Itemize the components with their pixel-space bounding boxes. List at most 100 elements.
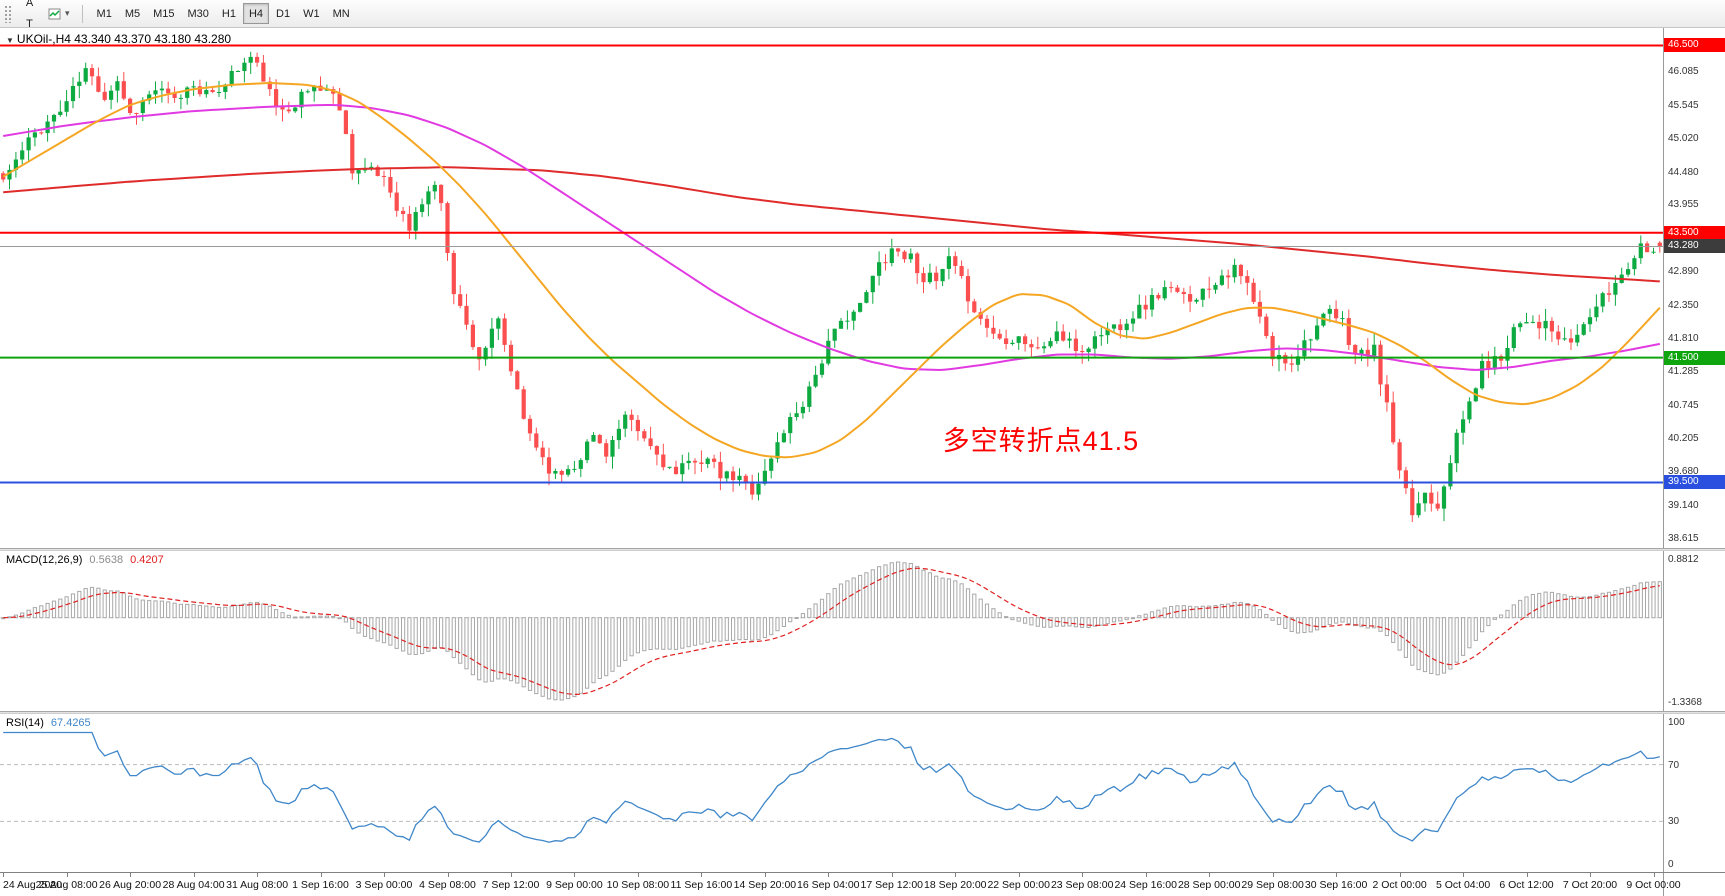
timeframe-button-h1[interactable]: H1 xyxy=(216,3,242,24)
time-axis-tick xyxy=(66,873,68,877)
time-axis-label: 17 Sep 12:00 xyxy=(860,879,924,891)
macd-plot[interactable] xyxy=(0,551,1663,711)
rsi-axis-label: 100 xyxy=(1668,717,1685,728)
ma-fast-line xyxy=(2,82,1661,459)
macd-signal-value: 0.4207 xyxy=(130,554,164,566)
main-chart-plot[interactable] xyxy=(0,28,1663,548)
price-tick-label: 45.020 xyxy=(1668,132,1699,144)
time-axis-label: 30 Sep 16:00 xyxy=(1304,879,1368,891)
rsi-panel[interactable]: RSI(14) 67.4265 100 70 30 0 xyxy=(0,714,1725,872)
rsi-line xyxy=(3,731,1660,843)
time-axis-tick xyxy=(511,873,512,877)
time-axis-tick xyxy=(1272,873,1274,877)
time-axis-tick xyxy=(384,873,385,877)
toolbar-separator xyxy=(81,4,83,23)
time-axis-tick xyxy=(130,873,132,877)
time-axis-label: 26 Aug 20:00 xyxy=(99,879,162,891)
timeframe-button-w1[interactable]: W1 xyxy=(297,3,326,24)
text-tool-button[interactable]: T xyxy=(17,14,42,35)
time-axis-label: 24 Sep 16:00 xyxy=(1114,879,1177,891)
macd-axis-max-label: 0.8812 xyxy=(1668,554,1699,565)
time-axis-label: 2 Oct 00:00 xyxy=(1372,879,1427,891)
time-axis-label: 28 Sep 00:00 xyxy=(1177,879,1241,891)
rsi-header: RSI(14) 67.4265 xyxy=(6,717,91,729)
price-tick-label: 40.205 xyxy=(1668,433,1699,445)
price-level-badge: 43.500 xyxy=(1664,225,1725,240)
time-axis-label: 22 Sep 00:00 xyxy=(987,879,1050,891)
time-axis-label: 11 Sep 16:00 xyxy=(670,879,733,891)
chart-objects-button[interactable]: ▾ xyxy=(44,3,74,24)
time-axis-label: 5 Oct 04:00 xyxy=(1435,879,1491,891)
ma-slow-line xyxy=(3,166,1660,283)
price-tick-label: 40.745 xyxy=(1668,399,1699,411)
price-tick-label: 41.810 xyxy=(1668,333,1699,345)
time-axis-tick xyxy=(764,873,766,877)
time-axis-label: 4 Sep 08:00 xyxy=(419,879,476,891)
toolbar-drag-handle[interactable] xyxy=(4,4,11,23)
rsi-axis-label: 30 xyxy=(1668,816,1680,828)
time-axis-label: 18 Sep 20:00 xyxy=(924,879,987,891)
price-axis[interactable]: 46.08545.54545.02044.48043.95543.43042.8… xyxy=(1663,28,1725,548)
macd-panel[interactable]: MACD(12,26,9) 0.5638 0.4207 0.8812 -1.3368 xyxy=(0,551,1725,711)
time-axis-label: 7 Sep 12:00 xyxy=(482,879,540,891)
time-axis-label: 9 Sep 00:00 xyxy=(546,879,603,891)
timeframe-button-m1[interactable]: M1 xyxy=(91,3,118,24)
price-tick-label: 38.615 xyxy=(1668,532,1699,544)
macd-axis-min-label: -1.3368 xyxy=(1668,697,1702,708)
price-tick-label: 44.480 xyxy=(1668,166,1699,178)
timeframe-button-h4[interactable]: H4 xyxy=(242,3,270,24)
price-tick-label: 42.350 xyxy=(1668,299,1699,311)
timeframe-button-m5[interactable]: M5 xyxy=(119,3,146,24)
timeframe-button-m15[interactable]: M15 xyxy=(147,3,180,24)
rsi-axis[interactable]: 100 70 30 0 xyxy=(1663,714,1725,872)
time-axis-tick xyxy=(637,873,639,877)
timeframe-button-mn[interactable]: MN xyxy=(327,3,356,24)
rsi-plot[interactable] xyxy=(0,714,1663,872)
macd-axis[interactable]: 0.8812 -1.3368 xyxy=(1663,551,1725,711)
timeframe-button-group: M1 M5 M15 M30 H1 H4 D1 W1 MN xyxy=(91,3,356,24)
rsi-axis-label: 70 xyxy=(1668,759,1680,771)
symbol-title-text: UKOil-,H4 43.340 43.370 43.180 43.280 xyxy=(16,32,232,46)
time-axis-tick xyxy=(701,873,703,877)
time-axis-tick xyxy=(1399,873,1401,877)
time-axis-tick xyxy=(1590,873,1591,877)
time-axis-label: 6 Oct 12:00 xyxy=(1499,879,1554,891)
time-axis[interactable]: 24 Aug 2020 25 Aug 08:00 26 Aug 20:00 28 Au… xyxy=(0,872,1725,896)
time-axis-label: 24 Aug 2020 xyxy=(3,879,62,891)
time-axis-label: 29 Sep 08:00 xyxy=(1241,879,1304,891)
annotation-arrow-button[interactable]: A xyxy=(17,0,42,14)
main-chart-panel[interactable]: ▼ UKOil-,H4 43.340 43.370 43.180 43.280 多… xyxy=(0,28,1725,548)
time-axis-tick xyxy=(193,873,195,877)
timeframe-button-m30[interactable]: M30 xyxy=(182,3,215,24)
time-axis-label: 1 Sep 16:00 xyxy=(292,879,349,891)
price-tick-label: 39.680 xyxy=(1668,466,1699,478)
symbol-label: ▼ UKOil-,H4 43.340 43.370 43.180 43.280 xyxy=(6,32,231,46)
time-axis-tick xyxy=(828,873,830,877)
time-axis-label: 7 Oct 20:00 xyxy=(1562,879,1618,891)
time-axis-tick xyxy=(1145,873,1147,877)
time-axis-tick xyxy=(1082,873,1084,877)
time-axis-tick xyxy=(1209,873,1211,877)
time-axis-tick xyxy=(257,873,259,877)
price-tick-label: 41.285 xyxy=(1668,366,1699,378)
price-tick-label: 39.140 xyxy=(1668,499,1699,511)
price-level-badge: 39.500 xyxy=(1664,475,1725,490)
time-axis-label: 10 Sep 08:00 xyxy=(606,879,670,891)
time-axis-tick xyxy=(320,873,322,877)
panel-separator-rsi[interactable] xyxy=(0,711,1725,714)
time-axis-tick xyxy=(891,873,893,877)
time-axis-tick xyxy=(1018,873,1020,877)
timeframe-button-d1[interactable]: D1 xyxy=(270,3,296,24)
macd-name: MACD(12,26,9) xyxy=(6,554,83,566)
time-axis-tick xyxy=(447,873,449,877)
price-tick-label: 45.545 xyxy=(1668,100,1699,112)
time-axis-tick xyxy=(1526,873,1528,877)
current-price-badge: 43.280 xyxy=(1664,239,1725,254)
time-axis-corner xyxy=(1663,873,1725,896)
price-tick-label: 42.890 xyxy=(1668,265,1699,277)
time-axis-tick xyxy=(1463,873,1465,877)
panel-separator-macd[interactable] xyxy=(0,548,1725,551)
